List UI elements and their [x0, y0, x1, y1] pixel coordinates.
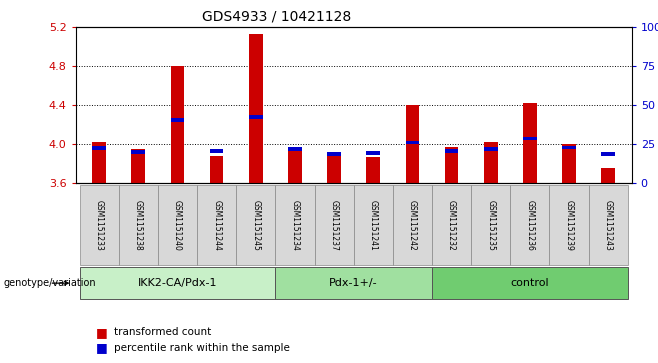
- Text: GSM1151233: GSM1151233: [95, 200, 104, 250]
- Text: IKK2-CA/Pdx-1: IKK2-CA/Pdx-1: [138, 278, 217, 288]
- Text: percentile rank within the sample: percentile rank within the sample: [114, 343, 290, 353]
- Bar: [549, 185, 589, 265]
- Text: GSM1151236: GSM1151236: [525, 200, 534, 250]
- Bar: [445, 150, 459, 153]
- Bar: [275, 267, 432, 299]
- Bar: [327, 152, 341, 183]
- Bar: [236, 185, 275, 265]
- Text: ■: ■: [95, 326, 107, 339]
- Bar: [197, 185, 236, 265]
- Bar: [354, 185, 393, 265]
- Bar: [170, 66, 184, 183]
- Bar: [249, 115, 263, 119]
- Text: control: control: [511, 278, 549, 288]
- Bar: [210, 150, 224, 153]
- Bar: [80, 185, 118, 265]
- Bar: [80, 267, 275, 299]
- Bar: [393, 185, 432, 265]
- Bar: [405, 105, 419, 183]
- Bar: [523, 137, 537, 140]
- Text: GSM1151245: GSM1151245: [251, 200, 261, 250]
- Text: GSM1151238: GSM1151238: [134, 200, 143, 250]
- Bar: [523, 103, 537, 183]
- Bar: [432, 267, 628, 299]
- Bar: [484, 147, 497, 151]
- Bar: [92, 142, 106, 183]
- Bar: [562, 146, 576, 149]
- Bar: [132, 150, 145, 154]
- Text: GSM1151232: GSM1151232: [447, 200, 456, 250]
- Text: GSM1151234: GSM1151234: [290, 200, 299, 250]
- Bar: [367, 151, 380, 155]
- Bar: [92, 147, 106, 150]
- Bar: [315, 185, 354, 265]
- Bar: [601, 152, 615, 156]
- Bar: [432, 185, 471, 265]
- Text: GSM1151243: GSM1151243: [603, 200, 613, 250]
- Bar: [445, 147, 459, 183]
- Bar: [405, 140, 419, 144]
- Text: GSM1151240: GSM1151240: [173, 200, 182, 250]
- Bar: [471, 185, 511, 265]
- Text: GSM1151244: GSM1151244: [212, 200, 221, 250]
- Bar: [118, 185, 158, 265]
- Text: GSM1151237: GSM1151237: [330, 200, 339, 250]
- Bar: [210, 156, 224, 183]
- Bar: [288, 148, 302, 183]
- Bar: [288, 147, 302, 151]
- Bar: [484, 142, 497, 183]
- Text: GSM1151239: GSM1151239: [565, 200, 574, 250]
- Text: transformed count: transformed count: [114, 327, 211, 337]
- Text: ■: ■: [95, 341, 107, 354]
- Text: GDS4933 / 10421128: GDS4933 / 10421128: [202, 9, 351, 23]
- Text: Pdx-1+/-: Pdx-1+/-: [330, 278, 378, 288]
- Bar: [170, 118, 184, 122]
- Text: GSM1151242: GSM1151242: [408, 200, 417, 250]
- Text: GSM1151235: GSM1151235: [486, 200, 495, 250]
- Bar: [132, 149, 145, 183]
- Bar: [589, 185, 628, 265]
- Bar: [562, 144, 576, 183]
- Bar: [511, 185, 549, 265]
- Bar: [601, 168, 615, 183]
- Bar: [367, 157, 380, 183]
- Bar: [327, 152, 341, 156]
- Text: genotype/variation: genotype/variation: [3, 278, 96, 288]
- Bar: [275, 185, 315, 265]
- Bar: [158, 185, 197, 265]
- Text: GSM1151241: GSM1151241: [368, 200, 378, 250]
- Bar: [249, 34, 263, 183]
